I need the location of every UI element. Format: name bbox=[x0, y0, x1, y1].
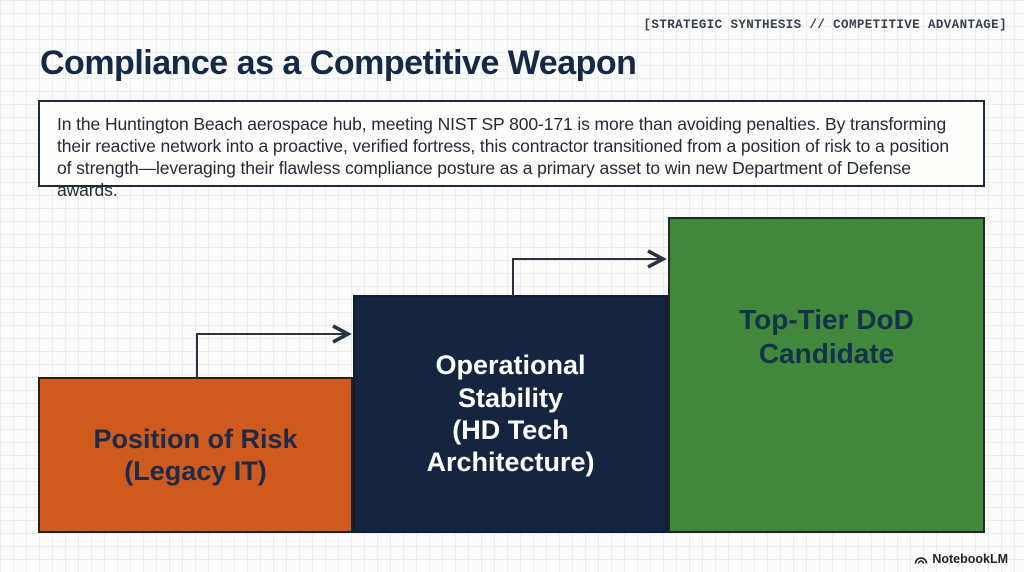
step-label: Operational Stability (HD Tech Architect… bbox=[426, 349, 594, 479]
step-label: Position of Risk (Legacy IT) bbox=[93, 423, 297, 488]
notebooklm-label: NotebookLM bbox=[932, 552, 1008, 566]
step-label-line: Position of Risk bbox=[93, 423, 298, 454]
arrow-risk-to-stability bbox=[196, 324, 352, 377]
notebooklm-brand: NotebookLM bbox=[914, 552, 1008, 566]
notebooklm-icon bbox=[915, 557, 928, 564]
page-title: Compliance as a Competitive Weapon bbox=[40, 44, 637, 82]
step-label-line: Candidate bbox=[758, 338, 895, 369]
strategic-synthesis-tag: [STRATEGIC SYNTHESIS // COMPETITIVE ADVA… bbox=[643, 18, 1007, 32]
step-label-line: Architecture) bbox=[426, 447, 595, 478]
summary-text: In the Huntington Beach aerospace hub, m… bbox=[57, 114, 949, 201]
step-operational-stability: Operational Stability (HD Tech Architect… bbox=[353, 295, 668, 533]
arrow-stability-to-dod bbox=[512, 249, 667, 295]
step-position-of-risk: Position of Risk (Legacy IT) bbox=[38, 377, 353, 533]
step-label-line: (Legacy IT) bbox=[124, 456, 267, 486]
summary-box: In the Huntington Beach aerospace hub, m… bbox=[38, 100, 985, 200]
step-label: Top-Tier DoD Candidate bbox=[739, 303, 914, 370]
step-label-line: Operational bbox=[435, 350, 586, 381]
step-label-line: (HD Tech bbox=[452, 415, 569, 445]
step-label-line: Stability bbox=[457, 382, 563, 413]
step-label-line: Top-Tier DoD bbox=[739, 304, 914, 336]
step-top-tier-dod-candidate: Top-Tier DoD Candidate bbox=[668, 217, 985, 533]
